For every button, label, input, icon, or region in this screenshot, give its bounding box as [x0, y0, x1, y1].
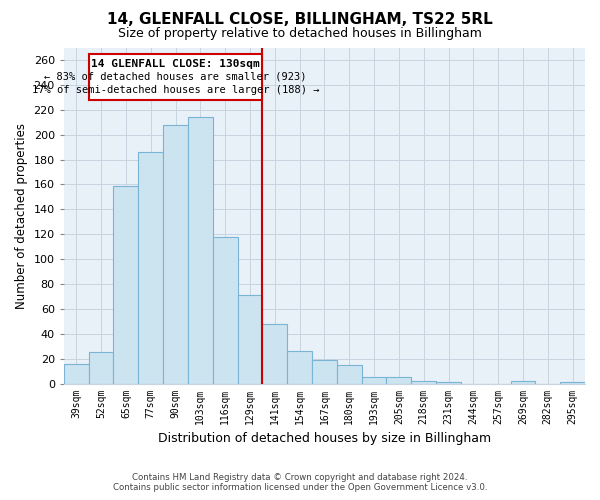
Bar: [138, 152, 163, 384]
Bar: [436, 382, 461, 384]
Bar: [238, 295, 262, 384]
Bar: [287, 351, 312, 384]
Bar: [262, 324, 287, 384]
Bar: [560, 382, 585, 384]
Bar: [411, 381, 436, 384]
Bar: [113, 186, 138, 384]
Text: 14 GLENFALL CLOSE: 130sqm: 14 GLENFALL CLOSE: 130sqm: [91, 58, 260, 68]
Bar: [188, 117, 213, 384]
Y-axis label: Number of detached properties: Number of detached properties: [15, 122, 28, 308]
Bar: [312, 360, 337, 384]
Bar: [64, 364, 89, 384]
Text: 17% of semi-detached houses are larger (188) →: 17% of semi-detached houses are larger (…: [32, 85, 319, 95]
Text: Size of property relative to detached houses in Billingham: Size of property relative to detached ho…: [118, 28, 482, 40]
X-axis label: Distribution of detached houses by size in Billingham: Distribution of detached houses by size …: [158, 432, 491, 445]
Bar: [213, 236, 238, 384]
Bar: [337, 365, 362, 384]
Text: 14, GLENFALL CLOSE, BILLINGHAM, TS22 5RL: 14, GLENFALL CLOSE, BILLINGHAM, TS22 5RL: [107, 12, 493, 28]
Bar: [163, 124, 188, 384]
Bar: [89, 352, 113, 384]
Bar: [386, 378, 411, 384]
Bar: [511, 381, 535, 384]
Bar: [362, 378, 386, 384]
Text: Contains HM Land Registry data © Crown copyright and database right 2024.
Contai: Contains HM Land Registry data © Crown c…: [113, 473, 487, 492]
FancyBboxPatch shape: [89, 54, 262, 100]
Text: ← 83% of detached houses are smaller (923): ← 83% of detached houses are smaller (92…: [44, 72, 307, 82]
